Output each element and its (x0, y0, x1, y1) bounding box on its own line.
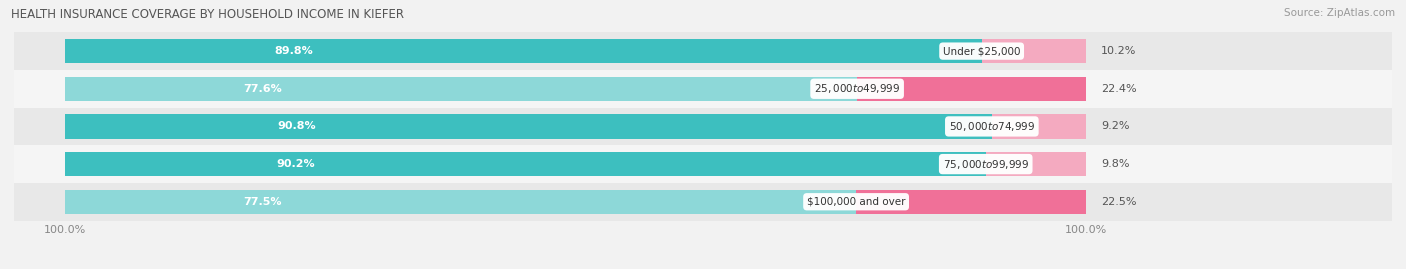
Bar (65, 76, 858, 101)
Text: $25,000 to $49,999: $25,000 to $49,999 (814, 82, 900, 95)
Bar (65, 189, 856, 214)
Bar (65, 39, 981, 63)
Text: $75,000 to $99,999: $75,000 to $99,999 (942, 158, 1029, 171)
Text: Under $25,000: Under $25,000 (943, 46, 1021, 56)
Text: 90.8%: 90.8% (277, 121, 316, 132)
Bar (991, 114, 1085, 139)
Text: 89.8%: 89.8% (274, 46, 314, 56)
Text: 9.2%: 9.2% (1101, 121, 1129, 132)
Text: 77.6%: 77.6% (243, 84, 283, 94)
Bar (14, 32, 1392, 70)
Text: 22.5%: 22.5% (1101, 197, 1136, 207)
Text: HEALTH INSURANCE COVERAGE BY HOUSEHOLD INCOME IN KIEFER: HEALTH INSURANCE COVERAGE BY HOUSEHOLD I… (11, 8, 405, 21)
Text: 77.5%: 77.5% (243, 197, 283, 207)
Bar (14, 145, 1392, 183)
Bar (14, 108, 1392, 145)
Bar (14, 183, 1392, 221)
Bar (981, 39, 1085, 63)
Bar (856, 189, 1085, 214)
Text: Source: ZipAtlas.com: Source: ZipAtlas.com (1284, 8, 1395, 18)
Text: 10.2%: 10.2% (1101, 46, 1136, 56)
Text: $50,000 to $74,999: $50,000 to $74,999 (949, 120, 1035, 133)
Text: $100,000 and over: $100,000 and over (807, 197, 905, 207)
Bar (65, 114, 991, 139)
Bar (14, 70, 1392, 108)
Text: 100.0%: 100.0% (44, 225, 86, 235)
Bar (858, 76, 1085, 101)
Text: 90.2%: 90.2% (276, 159, 315, 169)
Text: 100.0%: 100.0% (1064, 225, 1107, 235)
Bar (986, 152, 1085, 176)
Text: 22.4%: 22.4% (1101, 84, 1136, 94)
Text: 9.8%: 9.8% (1101, 159, 1129, 169)
Bar (65, 152, 986, 176)
